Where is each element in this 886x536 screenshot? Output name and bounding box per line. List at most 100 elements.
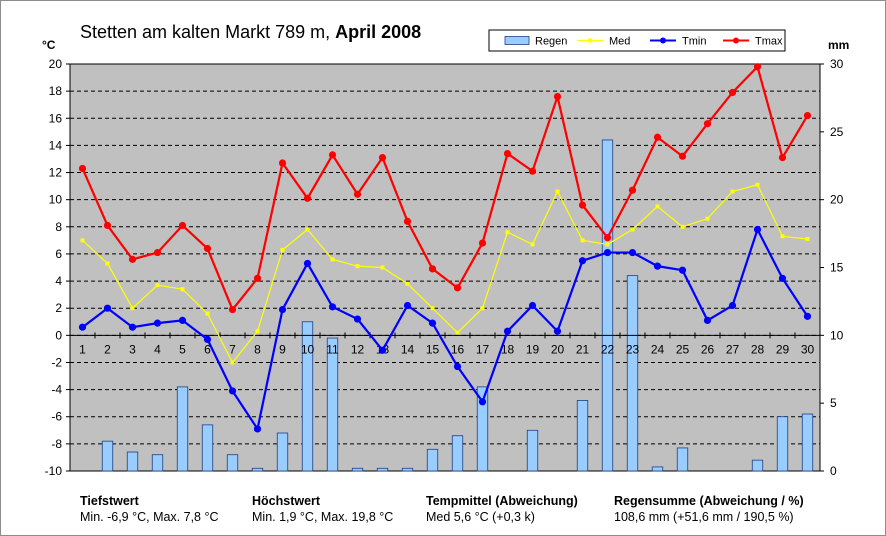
point-tmin-5 — [178, 316, 187, 325]
x-tick-label: 1 — [79, 342, 86, 356]
bar-regen-22 — [601, 139, 614, 472]
point-med-22 — [605, 242, 610, 247]
point-med-28 — [755, 182, 760, 187]
x-tick-label: 23 — [626, 342, 640, 356]
right-tick-label: 5 — [830, 396, 837, 410]
point-tmax-12 — [353, 190, 362, 198]
x-tick-label: 3 — [129, 342, 136, 356]
point-med-18 — [505, 230, 510, 235]
point-tmin-1 — [78, 323, 87, 331]
right-tick-label: 30 — [830, 57, 844, 71]
title-period: April 2008 — [335, 22, 422, 42]
bar-regen-17 — [476, 386, 489, 472]
x-tick-label: 11 — [326, 342, 339, 356]
point-tmax-15 — [428, 265, 437, 273]
x-tick-label: 15 — [426, 342, 440, 356]
x-tick-label: 18 — [501, 342, 515, 356]
bar-regen-12 — [351, 467, 364, 472]
point-tmax-8 — [253, 274, 262, 282]
right-axis-unit: mm — [828, 38, 850, 52]
x-tick-label: 19 — [526, 342, 540, 356]
stat-hoechstwert-text: Min. 1,9 °C, Max. 19,8 °C — [252, 510, 394, 524]
right-tick-label: 15 — [830, 261, 844, 275]
point-tmin-24 — [653, 262, 662, 270]
point-tmin-4 — [153, 319, 162, 327]
left-tick-label: 0 — [55, 328, 62, 342]
point-med-5 — [180, 287, 185, 292]
x-tick-label: 7 — [229, 342, 236, 356]
point-tmin-17 — [478, 398, 487, 406]
x-tick-label: 25 — [676, 342, 690, 356]
x-tick-label: 26 — [701, 342, 715, 356]
legend-label-tmax: Tmax — [755, 36, 783, 48]
point-med-25 — [680, 224, 685, 229]
point-tmin-14 — [403, 301, 412, 310]
point-tmax-24 — [653, 133, 662, 141]
left-tick-label: 20 — [49, 57, 63, 71]
stat-tempmittel-text: Med 5,6 °C (+0,3 k) — [426, 510, 535, 524]
point-tmin-11 — [328, 303, 337, 311]
legend-label-tmin: Tmin — [682, 36, 706, 48]
x-tick-label: 16 — [451, 342, 465, 356]
left-tick-label: -10 — [45, 464, 63, 478]
bar-regen-14 — [401, 467, 414, 472]
point-med-4 — [155, 283, 160, 288]
x-tick-label: 24 — [651, 342, 665, 356]
bar-regen-13 — [376, 467, 389, 472]
point-tmin-30 — [803, 312, 812, 320]
point-med-2 — [105, 261, 110, 266]
point-tmin-20 — [553, 327, 562, 335]
left-axis-unit: °C — [42, 38, 56, 52]
x-tick-label: 6 — [204, 342, 211, 356]
point-med-29 — [780, 234, 785, 239]
bar-regen-15 — [426, 448, 439, 472]
point-med-27 — [730, 189, 735, 194]
series-line-tmin — [81, 226, 809, 432]
point-med-6 — [205, 311, 210, 316]
left-tick-label: 14 — [49, 138, 63, 152]
point-med-21 — [580, 238, 585, 243]
point-tmin-26 — [703, 316, 712, 325]
left-tick-label: 2 — [55, 301, 62, 315]
point-tmin-15 — [428, 319, 437, 327]
title-station: Stetten am kalten Markt 789 m, — [80, 22, 331, 42]
series-line-tmax — [81, 64, 809, 312]
point-tmax-3 — [128, 255, 137, 263]
point-tmin-3 — [128, 323, 137, 331]
x-tick-label: 8 — [254, 342, 261, 356]
bar-regen-3 — [126, 451, 139, 472]
point-tmax-7 — [228, 305, 237, 314]
point-tmax-10 — [303, 194, 312, 202]
legend-label-med: Med — [609, 36, 630, 48]
bar-regen-28 — [751, 459, 764, 472]
bar-regen-19 — [526, 429, 539, 472]
stat-hoechstwert: Höchstwert Min. 1,9 °C, Max. 19,8 °C — [252, 493, 393, 525]
point-tmax-4 — [153, 248, 162, 257]
point-tmin-8 — [253, 425, 262, 433]
x-tick-label: 9 — [279, 342, 286, 356]
x-tick-label: 10 — [301, 342, 315, 356]
point-tmax-25 — [678, 152, 687, 160]
left-tick-label: -4 — [51, 383, 62, 397]
legend-box — [488, 29, 786, 52]
legend-marker-tmax — [733, 37, 739, 44]
point-med-17 — [480, 306, 485, 311]
point-tmax-9 — [278, 159, 287, 167]
left-tick-label: 10 — [49, 193, 63, 207]
point-tmin-23 — [628, 248, 637, 257]
point-tmin-6 — [203, 335, 212, 344]
point-tmin-21 — [578, 257, 587, 265]
x-tick-label: 27 — [726, 342, 740, 356]
point-tmin-10 — [303, 259, 312, 268]
x-tick-label: 30 — [801, 342, 815, 356]
stat-tiefstwert-heading: Tiefstwert — [80, 494, 139, 508]
stat-hoechstwert-heading: Höchstwert — [252, 494, 321, 508]
x-tick-label: 22 — [601, 342, 615, 356]
point-tmax-14 — [403, 217, 412, 225]
bar-regen-4 — [151, 454, 164, 472]
bar-regen-23 — [626, 275, 639, 472]
stat-regensumme: Regensumme (Abweichung / %) 108,6 mm (+5… — [614, 493, 804, 525]
point-tmax-2 — [103, 221, 112, 230]
stat-regensumme-heading: Regensumme (Abweichung / %) — [614, 494, 804, 508]
point-tmin-16 — [453, 362, 462, 371]
